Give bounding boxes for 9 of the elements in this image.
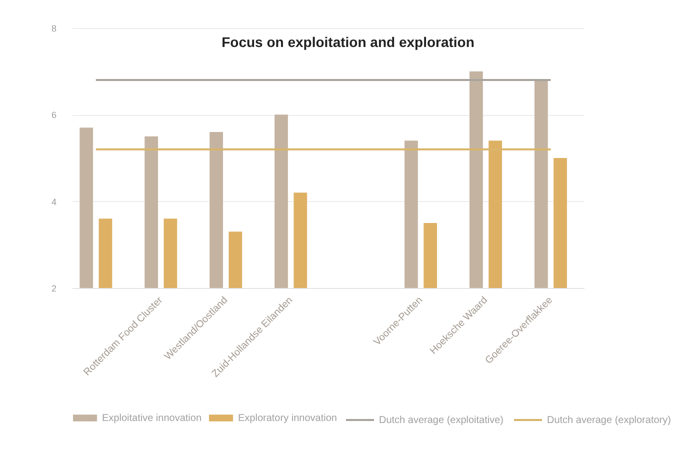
y-tick-label: 2 [51,284,56,294]
legend-label: Exploitative innovation [102,413,202,424]
y-tick-label: 4 [51,196,56,207]
chart-title: Focus on exploitation and exploration [222,34,474,50]
legend-label: Exploratory innovation [238,413,337,424]
legend-label: Dutch average (exploratory) [547,415,671,426]
y-tick-label: 6 [51,110,56,120]
legend-label: Dutch average (exploitative) [379,415,504,426]
y-tick-label: 8 [51,24,56,34]
